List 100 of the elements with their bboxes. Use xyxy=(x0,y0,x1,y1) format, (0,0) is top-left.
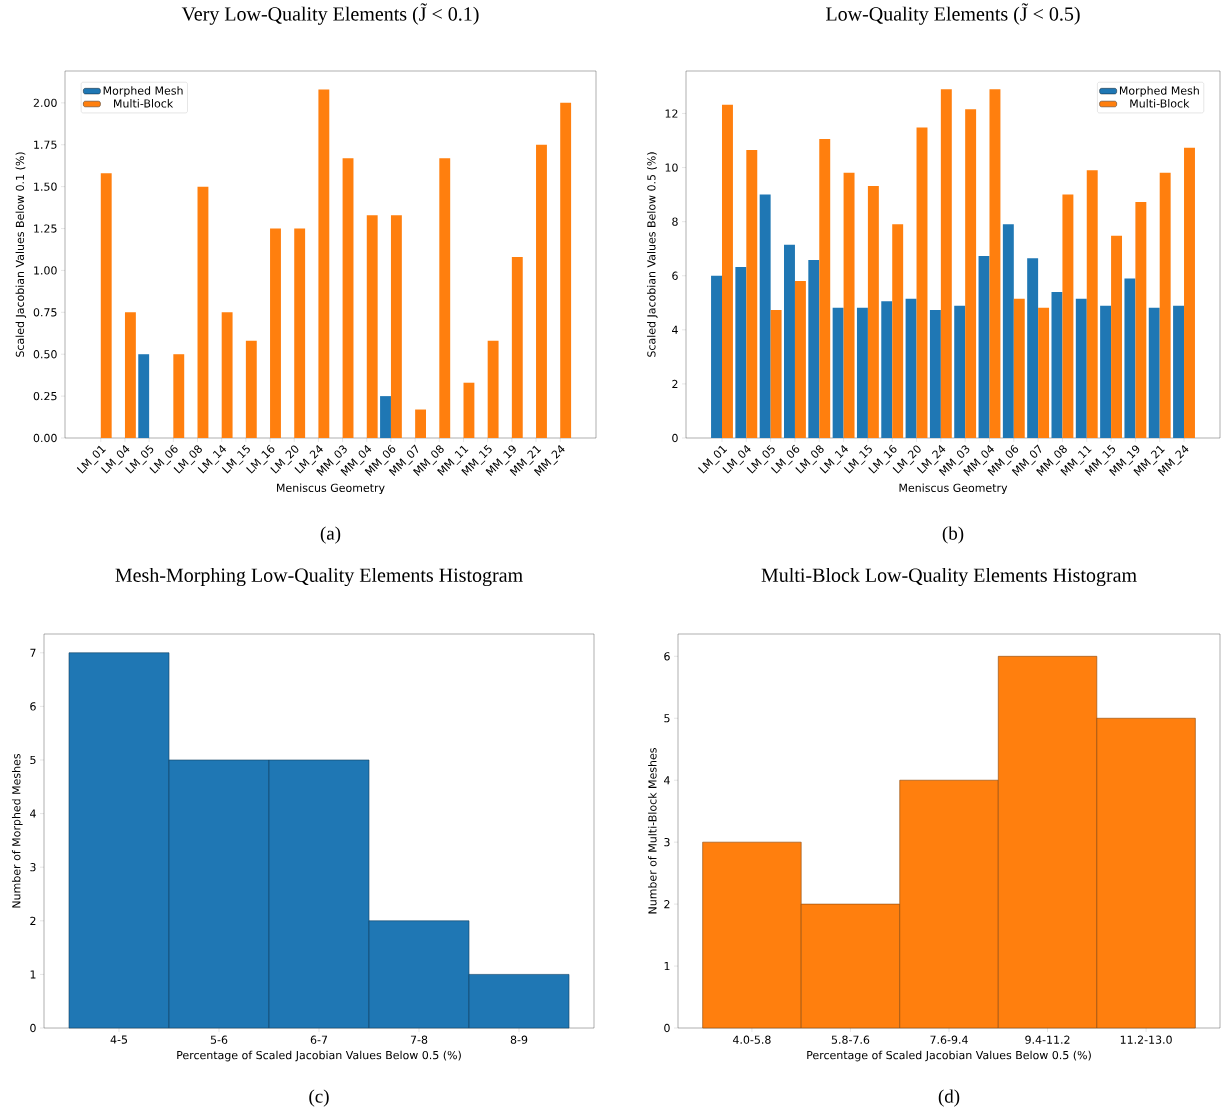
bar xyxy=(1159,172,1171,439)
y-tick-label: 12 xyxy=(665,109,678,118)
x-tick-label: 5-6 xyxy=(210,1035,228,1044)
bar xyxy=(138,354,150,439)
text: (d) xyxy=(938,1089,960,1107)
bar xyxy=(1100,305,1112,439)
y-tick-label: 2 xyxy=(30,916,36,925)
y-tick-label: 1.25 xyxy=(34,224,57,233)
y-tick-label: 0.00 xyxy=(33,433,57,443)
y-tick-label: 6 xyxy=(30,702,36,711)
bar xyxy=(892,224,904,439)
bar xyxy=(245,340,257,439)
bar xyxy=(463,382,475,439)
bar xyxy=(124,312,136,439)
y-tick-label: 0.50 xyxy=(33,350,57,359)
y-tick-label: 4 xyxy=(30,809,36,818)
y-tick-label: 4 xyxy=(664,776,670,785)
bar xyxy=(1111,235,1123,439)
legend-label: Morphed Mesh xyxy=(1119,86,1199,97)
y-tick-label: 1.00 xyxy=(34,266,57,275)
y-axis-title: Scaled Jacobian Values Below 0.5 (%) xyxy=(647,152,658,357)
bar xyxy=(415,409,427,439)
y-tick-label: 0.25 xyxy=(33,391,57,401)
legend-label: Multi-Block xyxy=(114,99,174,108)
bar xyxy=(1124,278,1136,439)
bar xyxy=(197,186,209,439)
bar xyxy=(536,144,547,439)
bar xyxy=(1051,291,1063,439)
bar xyxy=(954,305,966,439)
y-tick-label: 2.00 xyxy=(33,98,57,108)
x-axis-title: Meniscus Geometry xyxy=(899,483,1008,495)
bar xyxy=(711,275,722,439)
chart-title: Mesh-Morphing Low-Quality Elements Histogram xyxy=(115,567,523,587)
y-tick-label: 5 xyxy=(30,755,36,765)
bar xyxy=(1184,147,1195,439)
bar xyxy=(342,158,354,439)
bar xyxy=(905,298,917,439)
y-tick-label: 2 xyxy=(664,900,670,909)
bar xyxy=(940,89,952,439)
bar xyxy=(294,228,306,439)
bar xyxy=(808,260,820,439)
bar xyxy=(978,255,990,439)
bar xyxy=(1062,194,1074,439)
x-tick-label: 8-9 xyxy=(510,1035,528,1044)
x-tick-label: 5.8-7.6 xyxy=(831,1035,870,1044)
chart-title: Multi-Block Low-Quality Elements Histogram xyxy=(761,567,1137,587)
bar xyxy=(390,215,402,439)
y-tick-label: 0 xyxy=(30,1023,36,1033)
y-tick-label: 4 xyxy=(672,325,678,334)
bar xyxy=(1002,224,1014,439)
bar xyxy=(770,310,782,439)
bar xyxy=(867,185,879,439)
y-tick-label: 7 xyxy=(30,648,36,657)
y-tick-label: 0 xyxy=(672,433,678,443)
y-tick-label: 8 xyxy=(672,217,678,226)
bar xyxy=(487,340,499,439)
bar xyxy=(1013,298,1025,439)
bar xyxy=(965,109,977,439)
bar xyxy=(759,194,771,439)
y-axis-title: Scaled Jacobian Values Below 0.1 (%) xyxy=(15,152,27,357)
bar xyxy=(511,257,523,439)
bar xyxy=(735,267,747,439)
y-tick-label: 1.50 xyxy=(34,182,57,191)
bar xyxy=(929,310,941,439)
y-tick-label: 10 xyxy=(665,163,678,172)
bar xyxy=(439,158,451,439)
bar xyxy=(881,301,893,439)
x-tick-label: 7.6-9.4 xyxy=(930,1035,968,1044)
bar xyxy=(1086,170,1098,439)
bar xyxy=(1075,298,1087,439)
x-axis-title: Meniscus Geometry xyxy=(277,483,385,495)
bar xyxy=(819,138,831,439)
bar xyxy=(1148,307,1160,439)
bar xyxy=(560,102,572,439)
chart-title: Low-Quality Elements (J̃ < 0.5) xyxy=(826,3,1080,25)
bar xyxy=(916,127,928,439)
legend-label: Morphed Mesh xyxy=(103,86,183,97)
bar xyxy=(380,396,391,439)
bar xyxy=(1038,307,1050,439)
x-tick-label: 6-7 xyxy=(310,1035,328,1044)
y-tick-label: 0 xyxy=(664,1023,670,1033)
text: (b) xyxy=(942,526,964,544)
x-tick-label: 7-8 xyxy=(410,1035,428,1044)
y-tick-label: 1 xyxy=(664,962,670,971)
y-axis-title: Number of Morphed Meshes xyxy=(11,753,23,908)
y-tick-label: 2 xyxy=(672,379,678,388)
bar xyxy=(794,280,806,439)
bar xyxy=(100,173,112,439)
y-axis-title: Number of Multi-Block Meshes xyxy=(648,748,657,914)
bar xyxy=(722,104,733,439)
legend-label: Multi-Block xyxy=(1130,99,1190,108)
x-axis-title: Percentage of Scaled Jacobian Values Below 0.5 (%) xyxy=(807,1050,1091,1062)
x-tick-label: 4.0-5.8 xyxy=(732,1035,771,1044)
bar xyxy=(221,312,233,439)
y-tick-label: 3 xyxy=(664,838,670,847)
bar xyxy=(1173,305,1185,439)
x-tick-label: 4-5 xyxy=(110,1035,128,1044)
bar xyxy=(843,172,855,439)
bar xyxy=(318,89,330,439)
y-tick-label: 6 xyxy=(664,652,670,661)
